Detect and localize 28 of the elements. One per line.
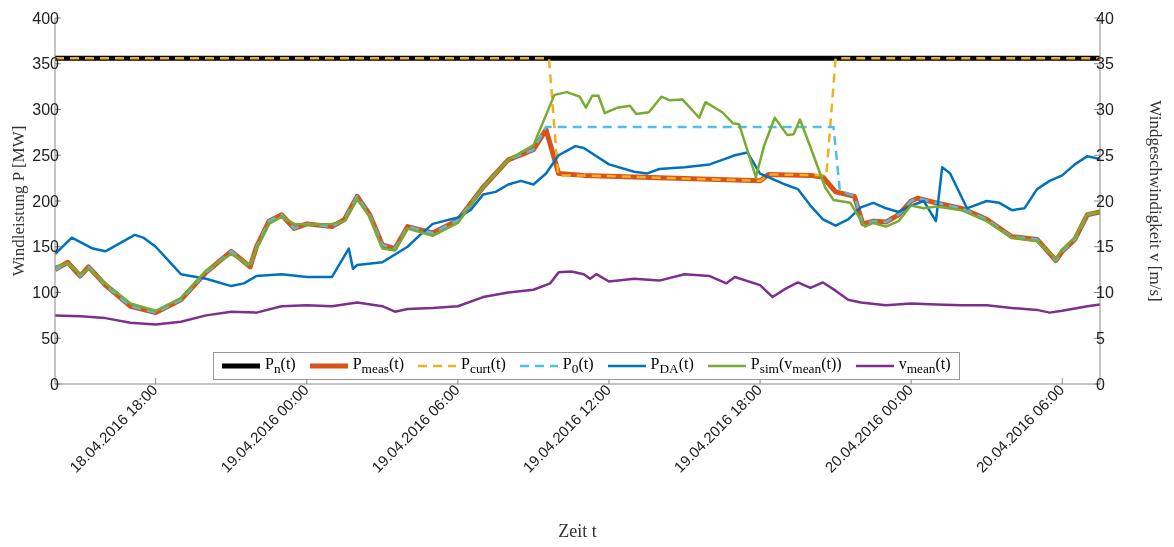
legend-label: v$_{mean}$(t): [898, 355, 951, 378]
y-tick-label: 300: [32, 101, 60, 119]
y2-tick-label: 25: [1096, 146, 1114, 164]
y2-tick-label: 10: [1096, 284, 1114, 302]
y2-tick-label: 15: [1096, 238, 1114, 256]
legend-label: P$_{DA}$(t): [650, 355, 694, 378]
legend-label: P$_{n}$(t): [265, 355, 296, 378]
y2-tick-label: 30: [1096, 101, 1114, 119]
y-axis-title: Windleistung P [MW]: [9, 125, 29, 277]
y-tick-label: 150: [32, 238, 60, 256]
y2-tick-label: 40: [1096, 9, 1114, 27]
y-tick-label: 400: [32, 9, 60, 27]
y2-tick-label: 35: [1096, 55, 1114, 73]
y2-tick-label: 0: [1096, 375, 1105, 393]
y-tick-label: 0: [50, 375, 60, 393]
y2-tick-label: 5: [1096, 329, 1105, 347]
y-tick-label: 50: [41, 329, 60, 347]
y-tick-label: 350: [32, 55, 60, 73]
legend-label: P$_{sim}$(v$_{mean}$(t)): [750, 355, 842, 378]
legend-label: P$_{meas}$(t): [352, 355, 405, 378]
y-tick-label: 100: [32, 284, 60, 302]
x-axis-title: Zeit t: [558, 521, 597, 541]
legend-label: P$_{curt}$(t): [461, 355, 506, 378]
legend-label: P$_{0}$(t): [562, 355, 594, 378]
y-tick-label: 250: [32, 146, 60, 164]
y2-axis-title: Windgeschwindigkeit v [m/s]: [1145, 100, 1165, 302]
y2-tick-label: 20: [1096, 192, 1114, 210]
y-tick-label: 200: [32, 192, 60, 210]
